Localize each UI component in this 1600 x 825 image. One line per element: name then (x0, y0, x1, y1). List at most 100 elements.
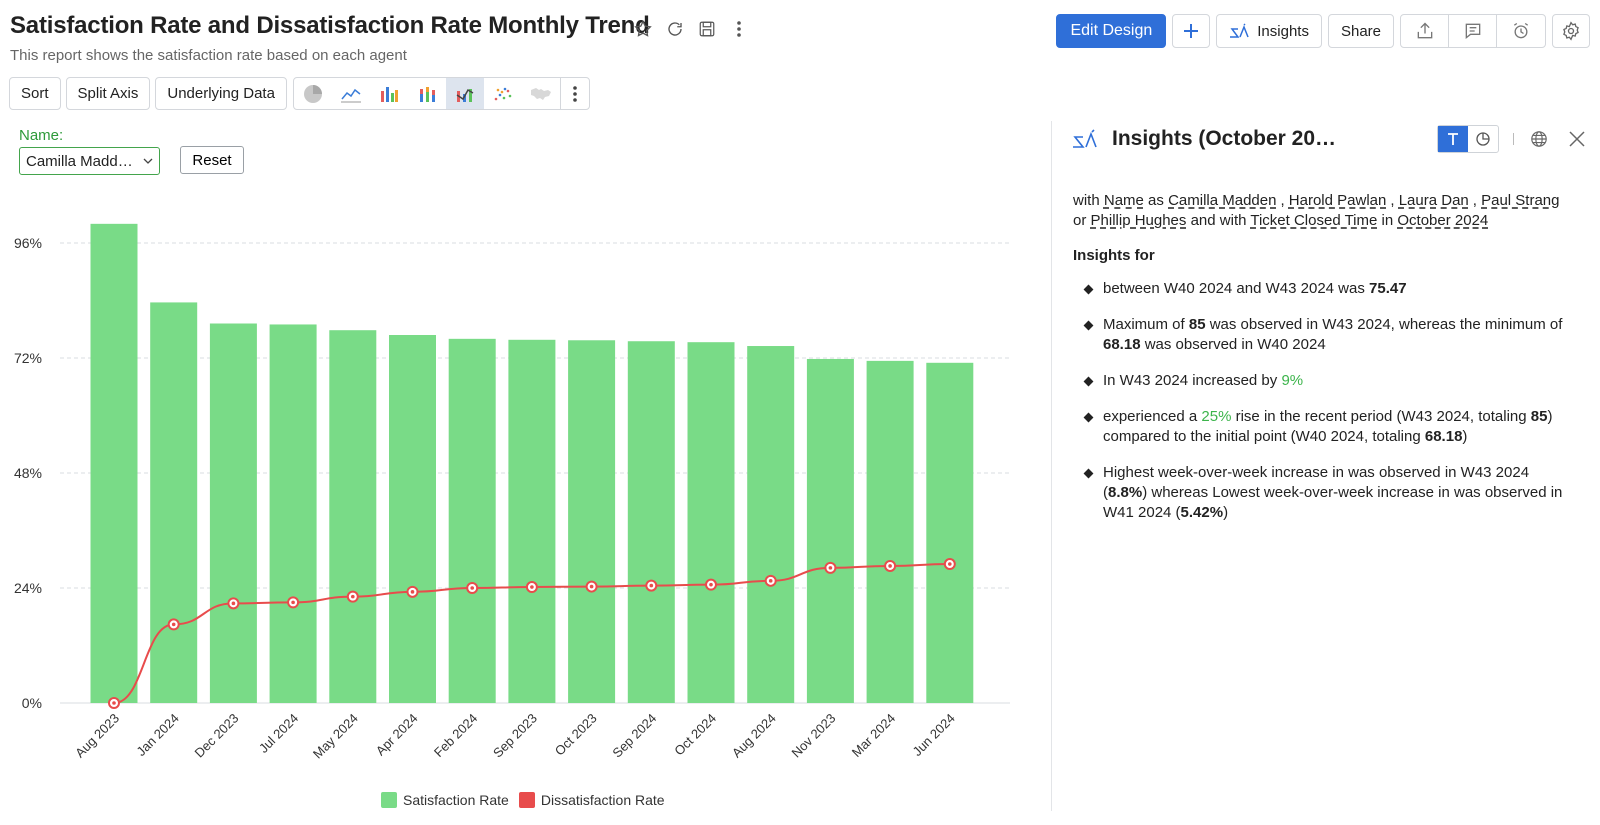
chevron-down-icon (143, 158, 153, 164)
value-link-period[interactable]: October 2024 (1397, 212, 1489, 229)
legend-swatch-satisfaction (381, 792, 397, 808)
line-point-dot (112, 701, 116, 705)
x-tick-label: Sep 2023 (490, 711, 540, 761)
bar-satisfaction (448, 338, 496, 703)
chart-view-button[interactable] (1468, 126, 1498, 152)
x-tick-label: Apr 2024 (373, 711, 421, 759)
chart-type-more-button[interactable] (559, 78, 589, 109)
bar-satisfaction (806, 358, 854, 703)
map-chart-type-button[interactable] (522, 78, 560, 109)
value-link[interactable]: Camilla Madden (1168, 192, 1277, 209)
pie-chart-type-button[interactable] (294, 78, 332, 109)
line-point-dot (948, 562, 952, 566)
legend-item-satisfaction[interactable]: Satisfaction Rate (381, 792, 509, 808)
bar-satisfaction (866, 360, 914, 703)
filter-label: Name: (19, 127, 64, 144)
reset-button[interactable]: Reset (180, 146, 244, 174)
tool-separator (1513, 133, 1514, 145)
x-tick-label: Oct 2023 (552, 711, 600, 759)
text-view-button[interactable] (1438, 126, 1468, 152)
edit-design-button[interactable]: Edit Design (1056, 14, 1167, 48)
pie-chart-icon (303, 84, 322, 103)
legend-item-dissatisfaction[interactable]: Dissatisfaction Rate (518, 792, 665, 808)
list-item: Highest week-over-week increase in was o… (1073, 463, 1573, 523)
underlying-data-button[interactable]: Underlying Data (155, 77, 287, 110)
line-point-dot (888, 564, 892, 568)
x-tick-label: May 2024 (310, 711, 361, 762)
more-vertical-icon[interactable] (728, 18, 750, 40)
x-tick-label: Aug 2024 (729, 711, 779, 761)
line-point-dot (709, 582, 713, 587)
line-point-dot (828, 566, 833, 570)
name-filter-value: Camilla Madd… (26, 152, 133, 170)
line-point-dot (470, 586, 475, 590)
value-link[interactable]: Laura Dan (1398, 192, 1469, 209)
line-point-dot (649, 583, 654, 588)
bar-satisfaction (389, 335, 436, 703)
insights-button[interactable]: Insights (1216, 14, 1322, 48)
plus-icon (1184, 24, 1199, 38)
panel-divider (1051, 121, 1052, 811)
insights-panel: Insights (October 20… with Name as Camil… (1052, 121, 1600, 825)
insights-icon (1230, 23, 1249, 38)
sort-button[interactable]: Sort (9, 77, 61, 110)
add-button[interactable] (1172, 14, 1211, 48)
globe-icon (1531, 131, 1547, 147)
value-link[interactable]: Phillip Hughes (1090, 212, 1187, 229)
bar-satisfaction (329, 330, 377, 703)
insights-tools (1437, 125, 1588, 153)
close-panel-button[interactable] (1566, 128, 1588, 150)
legend-swatch-dissatisfaction (518, 792, 535, 808)
bar-chart-type-button[interactable] (370, 78, 408, 109)
share-button[interactable]: Share (1327, 14, 1394, 48)
line-chart-icon (340, 88, 361, 102)
list-item: experienced a 25% rise in the recent per… (1073, 407, 1573, 447)
value-link[interactable]: Harold Pawlan (1288, 192, 1387, 209)
list-item: In W43 2024 increased by 9% (1073, 371, 1573, 391)
scatter-chart-type-button[interactable] (484, 78, 522, 109)
x-tick-label: Feb 2024 (431, 711, 480, 760)
bar-satisfaction (747, 346, 795, 703)
bar-satisfaction (150, 302, 198, 703)
field-link-time[interactable]: Ticket Closed Time (1250, 212, 1378, 229)
y-tick-label: 96% (14, 235, 42, 251)
comment-button[interactable] (1449, 15, 1497, 47)
legend-label-dissatisfaction: Dissatisfaction Rate (540, 792, 665, 808)
line-point-dot (351, 594, 355, 599)
settings-button[interactable] (1552, 14, 1590, 48)
language-button[interactable] (1528, 128, 1550, 150)
refresh-icon[interactable] (664, 18, 686, 40)
name-filter-dropdown[interactable]: Camilla Madd… (19, 147, 160, 175)
save-icon[interactable] (696, 18, 718, 40)
stacked-bar-chart-type-button[interactable] (408, 78, 446, 109)
line-point-dot (291, 600, 295, 605)
x-tick-label: Nov 2023 (789, 711, 839, 761)
x-tick-label: Oct 2024 (671, 711, 719, 759)
more-vertical-icon (573, 85, 577, 102)
line-point-dot (231, 601, 236, 606)
scatter-chart-icon (494, 87, 512, 100)
export-button[interactable] (1401, 15, 1449, 47)
export-icon (1417, 22, 1432, 39)
alarm-button[interactable] (1497, 15, 1545, 47)
insights-context: with Name as Camilla Madden, Harold Pawl… (1073, 192, 1560, 229)
insights-list: between W40 2024 and W43 2024 was 75.47 … (1073, 279, 1573, 523)
insights-button-label: Insights (1257, 22, 1309, 40)
close-icon (1569, 131, 1585, 147)
combo-chart-type-button[interactable] (445, 78, 484, 109)
split-axis-button[interactable]: Split Axis (65, 77, 151, 110)
page-subtitle: This report shows the satisfaction rate … (10, 47, 407, 64)
bar-satisfaction (90, 223, 138, 704)
title-actions (632, 18, 750, 40)
bar-satisfaction (209, 323, 257, 703)
line-chart-type-button[interactable] (332, 78, 370, 109)
insights-body: with Name as Camilla Madden, Harold Pawl… (1073, 191, 1573, 539)
y-tick-label: 24% (14, 580, 42, 596)
chart-legend: Satisfaction Rate Dissatisfaction Rate (381, 792, 665, 808)
field-link-name[interactable]: Name (1103, 192, 1144, 209)
pie-chart-icon (1476, 132, 1490, 146)
star-icon[interactable] (632, 18, 654, 40)
bar-chart-icon (380, 86, 398, 102)
value-link[interactable]: Paul Strang (1481, 192, 1560, 209)
x-tick-label: Sep 2024 (609, 711, 659, 761)
